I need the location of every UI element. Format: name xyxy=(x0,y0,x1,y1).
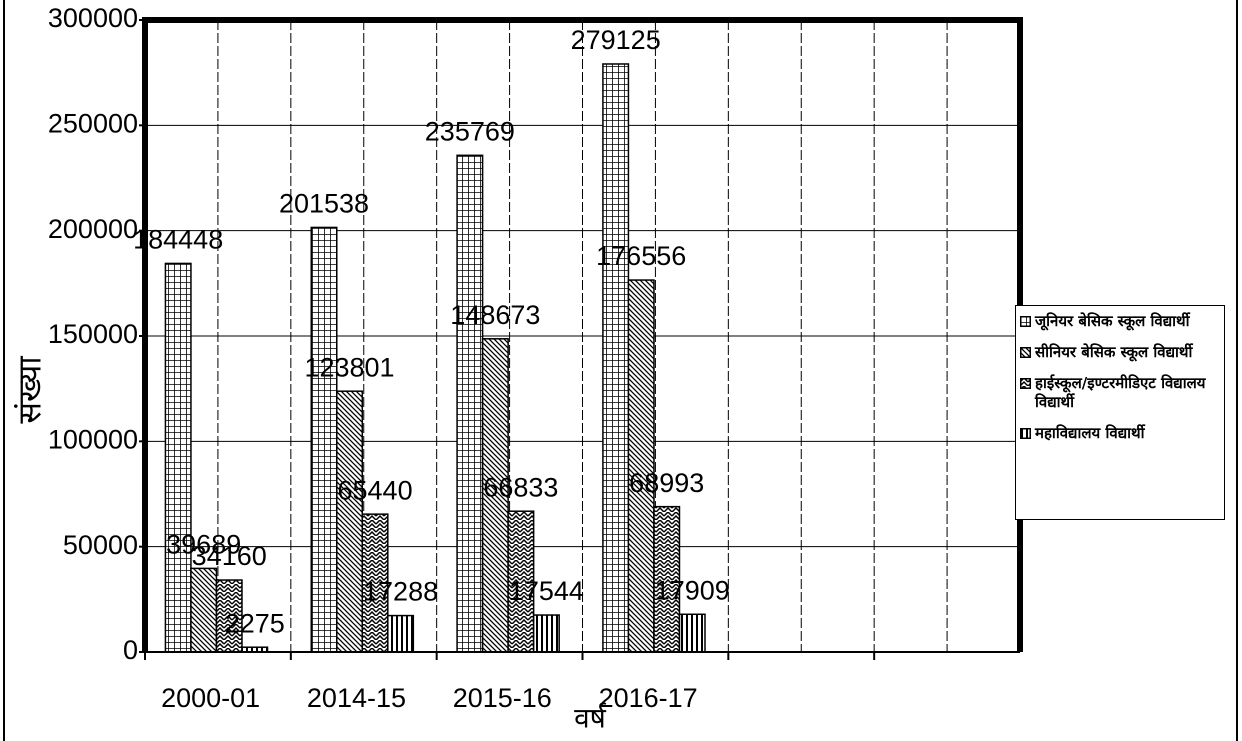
x-tick-label: 2014-15 xyxy=(307,683,406,713)
x-axis-label: वर्ष xyxy=(574,701,607,733)
legend-label: सीनियर बेसिक स्कूल विद्यार्थी xyxy=(1035,343,1193,361)
value-label: 176556 xyxy=(596,241,686,271)
x-tick-label: 2000-01 xyxy=(161,683,260,713)
bar xyxy=(387,614,415,653)
value-label: 123801 xyxy=(304,352,394,382)
bar xyxy=(164,262,192,653)
legend-entry: महाविद्यालय विद्यार्थी xyxy=(1020,424,1220,443)
value-label: 66833 xyxy=(483,472,558,502)
x-tick-label: 2015-16 xyxy=(453,683,552,713)
legend-entry: सीनियर बेसिक स्कूल विद्यार्थी xyxy=(1020,343,1220,362)
value-label: 34160 xyxy=(192,541,267,571)
value-label: 201538 xyxy=(279,189,369,219)
legend-entry: हाईस्कूल/इण्टरमीडिएट विद्यालय विद्यार्थी xyxy=(1020,374,1220,412)
value-label: 17909 xyxy=(655,575,730,605)
y-tick-label: 300000 xyxy=(48,3,138,33)
bar xyxy=(456,154,484,653)
legend-swatch xyxy=(1020,378,1031,389)
legend-swatch xyxy=(1020,347,1031,358)
y-tick-label: 50000 xyxy=(63,530,138,560)
y-tick-label: 200000 xyxy=(48,214,138,244)
bar xyxy=(602,63,630,653)
bar xyxy=(310,226,338,653)
value-label: 184448 xyxy=(133,225,223,255)
x-tick-label: 2016-17 xyxy=(599,683,698,713)
bar xyxy=(627,279,655,653)
y-tick-label: 150000 xyxy=(48,319,138,349)
legend-swatch xyxy=(1020,316,1031,327)
value-label: 235769 xyxy=(425,116,515,146)
legend-label: महाविद्यालय विद्यार्थी xyxy=(1035,424,1145,442)
bar xyxy=(215,579,243,653)
value-label: 2275 xyxy=(225,608,285,638)
legend-swatch xyxy=(1020,428,1031,439)
legend-swatch-fill xyxy=(1020,378,1031,389)
bar xyxy=(190,567,218,653)
legend-entry: जूनियर बेसिक स्कूल विद्यार्थी xyxy=(1020,312,1220,331)
bar xyxy=(507,510,535,653)
bar xyxy=(336,390,364,653)
y-axis-label: संख्या xyxy=(11,356,47,424)
bar xyxy=(678,613,706,653)
value-label: 148673 xyxy=(450,300,540,330)
value-label: 39689 xyxy=(166,530,241,560)
legend-swatch-fill xyxy=(1020,316,1031,327)
legend-swatch-fill xyxy=(1020,347,1031,358)
bar xyxy=(481,338,509,653)
y-tick-label: 100000 xyxy=(48,424,138,454)
legend: जूनियर बेसिक स्कूल विद्यार्थी सीनियर बेसि… xyxy=(1015,305,1225,520)
legend-label: हाईस्कूल/इण्टरमीडिएट विद्यालय विद्यार्थी xyxy=(1035,374,1206,411)
bar xyxy=(653,505,681,653)
bar xyxy=(532,614,560,653)
value-label: 65440 xyxy=(338,475,413,505)
value-label: 279125 xyxy=(571,25,661,55)
legend-swatch-fill xyxy=(1020,428,1031,439)
value-label: 17544 xyxy=(509,576,584,606)
y-tick-label: 0 xyxy=(123,635,138,665)
value-label: 68993 xyxy=(629,468,704,498)
legend-label: जूनियर बेसिक स्कूल विद्यार्थी xyxy=(1035,312,1190,330)
y-tick-label: 250000 xyxy=(48,108,138,138)
value-label: 17288 xyxy=(363,577,438,607)
